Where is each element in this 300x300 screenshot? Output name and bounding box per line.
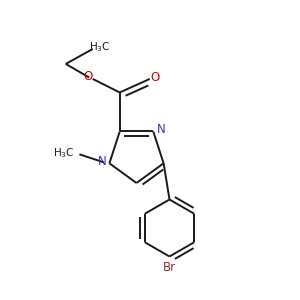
Text: Br: Br	[163, 261, 176, 274]
Text: H$_3$C: H$_3$C	[53, 146, 75, 160]
Text: N: N	[98, 155, 106, 168]
Text: O: O	[84, 70, 93, 83]
Text: O: O	[151, 71, 160, 84]
Text: H$_3$C: H$_3$C	[89, 40, 111, 54]
Text: N: N	[156, 123, 165, 136]
